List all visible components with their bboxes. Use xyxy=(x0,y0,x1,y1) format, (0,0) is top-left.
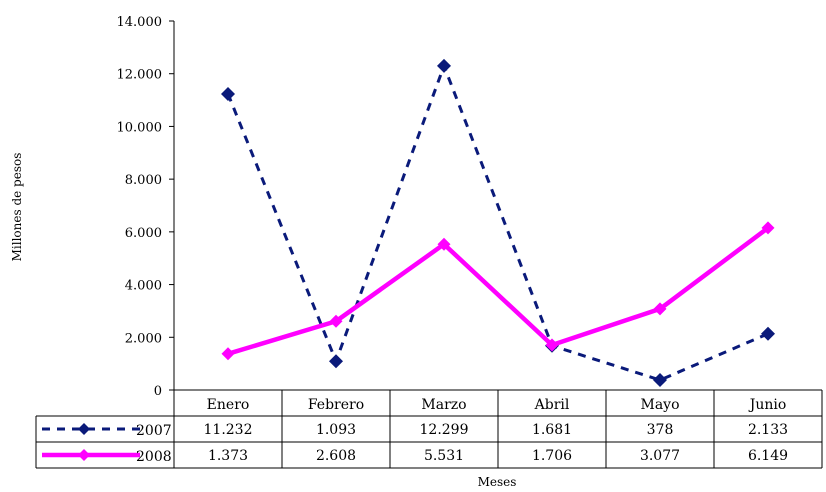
y-axis-title: Millones de pesos xyxy=(10,153,24,262)
y-tick-label: 14.000 xyxy=(117,15,163,30)
series-layer xyxy=(221,58,775,388)
table-cell-value: 2.133 xyxy=(748,422,788,438)
table-cell-value: 1.373 xyxy=(208,448,248,464)
table-cell-value: 11.232 xyxy=(204,422,253,438)
table-cell-value: 2.608 xyxy=(316,448,356,464)
data-point xyxy=(761,326,775,341)
table-cell-value: 3.077 xyxy=(640,448,680,464)
series-line xyxy=(227,226,770,356)
data-point xyxy=(329,314,343,328)
table-cell-value: 1.681 xyxy=(532,422,572,438)
table-cell-value: 12.299 xyxy=(420,422,469,438)
table-cell-value: 1.093 xyxy=(316,422,356,438)
data-point xyxy=(221,86,235,101)
series-line xyxy=(226,64,769,382)
y-tick-label: 2.000 xyxy=(125,331,162,346)
y-tick-label: 0 xyxy=(154,384,162,399)
y-tick-label: 6.000 xyxy=(125,226,162,241)
table-cell-value: 6.149 xyxy=(748,448,788,464)
y-tick-label: 8.000 xyxy=(125,173,162,188)
legend-swatch-marker xyxy=(78,449,90,461)
data-point xyxy=(437,237,451,251)
data-point xyxy=(437,58,451,73)
x-axis-title: Meses xyxy=(478,475,517,489)
data-point xyxy=(653,373,667,388)
x-category-label: Febrero xyxy=(308,397,364,413)
legend-label: 2008 xyxy=(136,449,172,465)
data-table: Enero Febrero Marzo Abril Mayo Junio 2007 11.23… xyxy=(35,389,823,469)
data-point xyxy=(653,302,667,316)
x-category-label: Marzo xyxy=(421,397,466,413)
legend-label: 2007 xyxy=(136,423,172,439)
table-cell-value: 378 xyxy=(647,422,674,438)
x-category-label: Junio xyxy=(748,397,787,413)
y-tick-label: 12.000 xyxy=(117,68,163,83)
legend-swatch-marker xyxy=(78,423,90,435)
x-category-label: Mayo xyxy=(640,397,679,413)
data-point xyxy=(761,221,775,235)
axes: 0 2.000 4.000 6.000 8.000 10.000 12.000 14.000 xyxy=(117,15,175,399)
y-tick-label: 10.000 xyxy=(117,120,163,135)
x-category-label: Abril xyxy=(534,397,570,413)
table-cell-value: 1.706 xyxy=(532,448,572,464)
y-tick-label: 4.000 xyxy=(125,279,162,294)
data-point xyxy=(221,347,235,361)
table-cell-value: 5.531 xyxy=(424,448,464,464)
x-category-label: Enero xyxy=(207,397,250,413)
data-point xyxy=(545,338,559,352)
data-point xyxy=(329,354,343,369)
